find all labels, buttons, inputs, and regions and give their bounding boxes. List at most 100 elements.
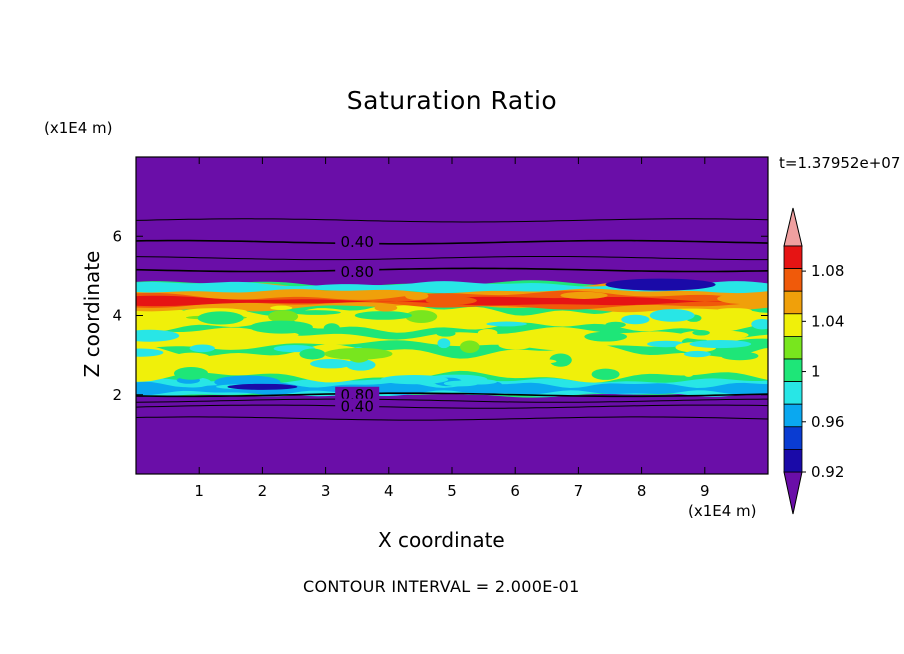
colorbar-label-2: 1 xyxy=(811,363,821,381)
field-blob-36 xyxy=(380,375,449,385)
colorbar-label-3: 0.96 xyxy=(811,413,844,431)
field-blob-6 xyxy=(549,353,572,367)
x-axis-label: X coordinate xyxy=(378,528,505,552)
chart-title: Saturation Ratio xyxy=(346,86,558,115)
field-blob-60 xyxy=(684,350,711,358)
field-blob-52 xyxy=(197,311,244,325)
field-band-4 xyxy=(136,327,768,351)
field-blob-55 xyxy=(560,291,608,299)
contour-label-bg-0 xyxy=(335,234,380,250)
field-blob-50 xyxy=(249,320,313,334)
field-blob-13 xyxy=(647,340,685,348)
x-tick-label-6: 7 xyxy=(574,482,584,500)
field-band-2 xyxy=(136,381,768,396)
contour-line-5 xyxy=(136,398,768,403)
x-tick-label-4: 5 xyxy=(447,482,457,500)
field-blob-64 xyxy=(486,321,527,327)
field-blob-61 xyxy=(324,347,393,360)
contour-line-0 xyxy=(136,218,768,223)
field-pocket-lower xyxy=(227,383,298,390)
field-blob-5 xyxy=(405,291,429,300)
x-tick-label-8: 9 xyxy=(700,482,710,500)
colorbar-box-8 xyxy=(783,426,803,450)
field-blob-42 xyxy=(268,310,299,323)
field-pocket-upper xyxy=(605,278,716,291)
field-blob-27 xyxy=(186,339,224,344)
contour-label-3: 0.40 xyxy=(340,398,373,416)
colorbar-label-1: 1.04 xyxy=(811,312,844,330)
contour-line-3 xyxy=(136,267,768,273)
x-tick-label-0: 1 xyxy=(194,482,204,500)
field-blob-58 xyxy=(173,367,209,380)
field-blob-28 xyxy=(405,310,438,323)
field-blob-12 xyxy=(720,351,759,361)
field-blob-43 xyxy=(374,304,398,312)
field-blob-44 xyxy=(692,330,710,336)
field-blob-37 xyxy=(354,311,412,320)
field-blob-10 xyxy=(605,321,626,328)
contour-labels: 0.400.800.800.40 xyxy=(335,233,380,416)
colorbar-box-2 xyxy=(783,290,803,315)
contour-line-4 xyxy=(136,392,768,398)
y-tick-label-2: 6 xyxy=(112,227,122,245)
colorbar: 1.08 1.04 1 0.96 0.92 xyxy=(783,207,844,515)
contour-label-0: 0.40 xyxy=(340,233,373,251)
field-blob-15 xyxy=(717,293,768,305)
field-blob-25 xyxy=(346,359,376,371)
field-blob-66 xyxy=(173,352,211,363)
field-blob-22 xyxy=(270,305,293,310)
contour-line-7 xyxy=(136,416,768,421)
x-tick-label-3: 4 xyxy=(384,482,394,500)
contour-field xyxy=(136,157,768,474)
contour-label-bg-1 xyxy=(335,263,380,279)
contour-lines xyxy=(136,218,768,421)
field-blob-18 xyxy=(136,348,164,357)
x-scale-label: (x1E4 m) xyxy=(688,502,757,520)
colorbar-label-0: 1.08 xyxy=(811,262,844,280)
field-blob-39 xyxy=(751,318,768,330)
field-blob-47 xyxy=(189,344,215,353)
x-tick-label-5: 6 xyxy=(510,482,520,500)
contour-label-1: 0.80 xyxy=(340,263,373,281)
colorbar-arrow-bottom xyxy=(783,471,803,515)
time-label: t=1.37952e+07 xyxy=(779,154,901,172)
colorbar-box-5 xyxy=(783,358,803,383)
field-blob-29 xyxy=(523,358,557,364)
contour-line-2 xyxy=(136,256,768,261)
field-blob-2 xyxy=(290,310,341,315)
contour-label-bg-3 xyxy=(335,398,380,414)
x-tick-label-1: 2 xyxy=(258,482,268,500)
colorbar-box-0 xyxy=(783,245,803,270)
colorbar-box-1 xyxy=(783,268,803,292)
field-blob-56 xyxy=(477,329,498,337)
colorbar-label-4: 0.92 xyxy=(811,463,844,481)
field-blob-31 xyxy=(498,340,533,350)
y-tick-label-0: 2 xyxy=(112,386,122,404)
y-axis-ticks: 2 4 6 xyxy=(112,227,768,404)
field-blob-63 xyxy=(310,359,353,369)
field-blob-62 xyxy=(458,379,497,385)
field-blob-59 xyxy=(689,339,752,349)
field-band-5 xyxy=(136,302,768,333)
field-blob-17 xyxy=(357,318,413,325)
field-blob-51 xyxy=(715,308,752,313)
contour-line-6 xyxy=(136,404,768,409)
colorbar-box-6 xyxy=(783,381,803,405)
field-blob-68 xyxy=(649,309,695,322)
field-blob-46 xyxy=(154,311,194,321)
contour-interval-note: CONTOUR INTERVAL = 2.000E-01 xyxy=(303,577,580,596)
field-blob-33 xyxy=(425,296,477,305)
field-blob-67 xyxy=(682,364,695,377)
field-blob-32 xyxy=(460,340,480,353)
field-blob-69 xyxy=(323,323,340,334)
field-blob-40 xyxy=(247,334,278,339)
contour-label-bg-2 xyxy=(335,386,380,402)
field-blob-23 xyxy=(136,329,180,342)
field-blob-54 xyxy=(621,314,650,325)
y-tick-label-1: 4 xyxy=(112,307,122,325)
field-blob-14 xyxy=(591,368,620,380)
colorbar-box-3 xyxy=(783,313,803,337)
x-tick-label-7: 8 xyxy=(637,482,647,500)
colorbar-box-4 xyxy=(783,335,803,360)
